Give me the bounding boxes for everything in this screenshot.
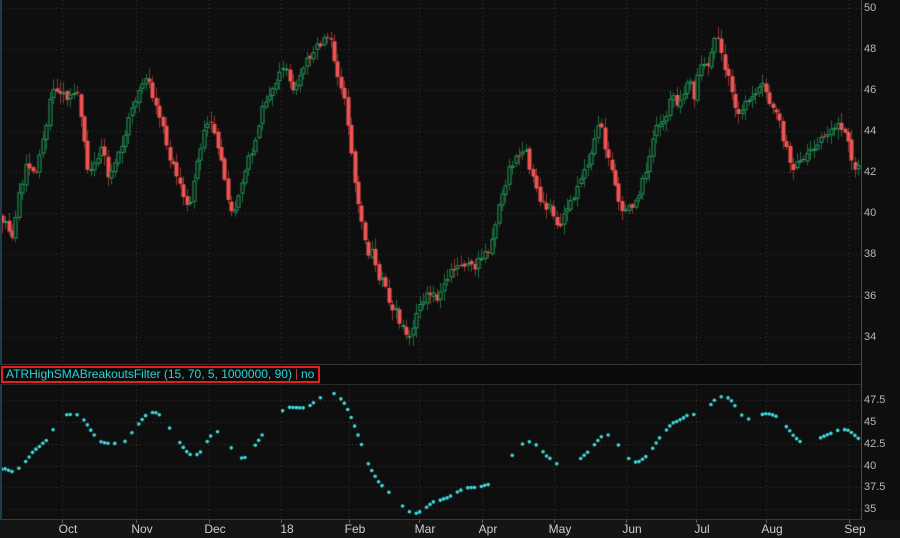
study-axis-label: 37.5: [864, 481, 886, 493]
time-axis-label: Jun: [622, 522, 642, 536]
time-axis-label: Feb: [344, 522, 366, 536]
time-axis-top-border: [0, 519, 900, 520]
time-axis-tick: [136, 520, 137, 523]
chart-plot-region: ATRHighSMABreakoutsFilter (15, 70, 5, 10…: [0, 0, 862, 519]
price-axis-label: 36: [864, 290, 877, 302]
time-axis-tick: [349, 520, 350, 523]
study-label-row: ATRHighSMABreakoutsFilter (15, 70, 5, 10…: [0, 365, 861, 384]
time-axis-label: Oct: [58, 522, 78, 536]
time-axis-label: Sep: [844, 522, 866, 536]
left-edge-accent-line: [0, 0, 2, 520]
time-axis-tick: [62, 520, 63, 523]
study-params: (15, 70, 5, 1000000, 90): [163, 367, 292, 381]
time-axis-tick: [281, 520, 282, 523]
price-panel-bottom-border: [0, 364, 900, 365]
price-axis-label: 46: [864, 84, 877, 96]
price-axis-label: 44: [864, 125, 877, 137]
study-flag: no: [300, 367, 315, 381]
study-panel-top-border: [0, 384, 900, 385]
time-axis-tick: [482, 520, 483, 523]
price-axis-label: 42: [864, 166, 877, 178]
time-axis-tick: [849, 520, 850, 523]
time-axis-tick: [554, 520, 555, 523]
time-axis-label: Jul: [694, 522, 710, 536]
study-chart-canvas[interactable]: [0, 385, 862, 519]
time-axis-tick: [766, 520, 767, 523]
time-axis-label: Mar: [414, 522, 436, 536]
price-axis-border: [861, 0, 862, 519]
time-axis[interactable]: Oct Nov Dec 18 Feb Mar Apr May Jun Jul Aug Sep: [0, 520, 900, 538]
time-axis-tick: [419, 520, 420, 523]
study-name-and-params: ATRHighSMABreakoutsFilter (15, 70, 5, 10…: [6, 368, 292, 381]
price-axis[interactable]: 50 48 46 44 42 40 38 36 34 47.5 45 42.5 40 37.5 35: [862, 0, 900, 538]
time-axis-label: 18: [280, 522, 294, 536]
price-axis-label: 34: [864, 331, 877, 343]
price-axis-label: 38: [864, 248, 877, 260]
study-axis-label: 47.5: [864, 394, 886, 406]
study-axis-label: 42.5: [864, 438, 886, 450]
price-axis-label: 40: [864, 207, 877, 219]
time-axis-label: Apr: [478, 522, 498, 536]
time-axis-tick: [626, 520, 627, 523]
price-chart-canvas[interactable]: [0, 0, 862, 364]
study-label-divider: [295, 369, 297, 380]
study-name: ATRHighSMABreakoutsFilter: [6, 367, 161, 381]
time-axis-label: Dec: [204, 522, 226, 536]
study-axis-label: 35: [864, 503, 877, 515]
study-axis-label: 40: [864, 460, 877, 472]
study-axis-label: 45: [864, 416, 877, 428]
study-label-box[interactable]: ATRHighSMABreakoutsFilter (15, 70, 5, 10…: [1, 366, 321, 383]
time-axis-label: May: [548, 522, 572, 536]
price-axis-label: 48: [864, 43, 877, 55]
time-axis-label: Nov: [131, 522, 153, 536]
time-axis-tick: [696, 520, 697, 523]
price-axis-label: 50: [864, 2, 877, 14]
time-axis-tick: [209, 520, 210, 523]
time-axis-label: Aug: [761, 522, 783, 536]
